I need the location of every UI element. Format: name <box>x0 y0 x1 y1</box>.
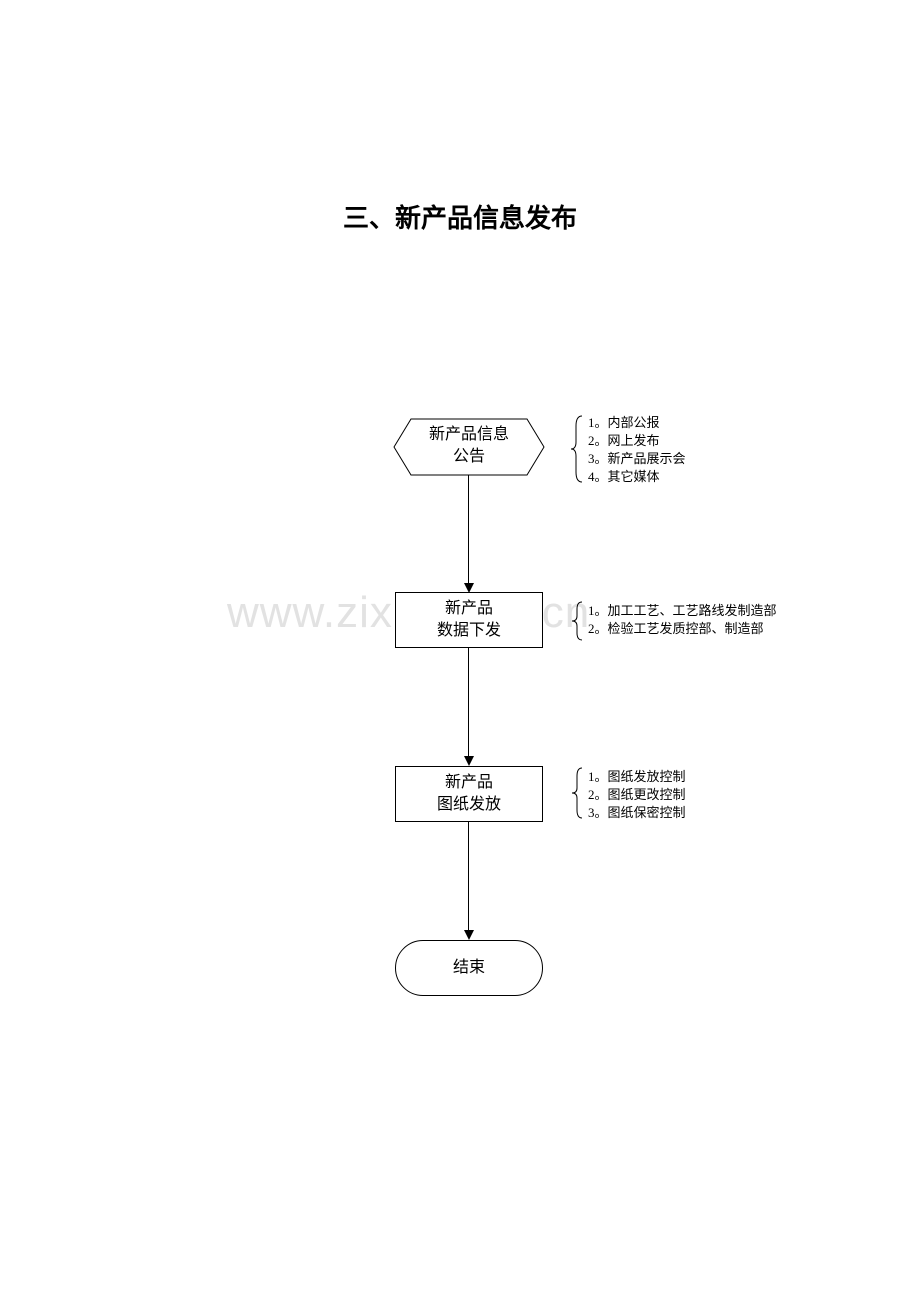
brace-2-icon <box>571 600 585 642</box>
connector-1-2 <box>468 475 469 583</box>
annotation-3: 1。图纸发放控制 2。图纸更改控制 3。图纸保密控制 <box>588 768 686 822</box>
node-drawing-issue: 新产品 图纸发放 <box>395 766 543 822</box>
brace-1-icon <box>570 414 586 484</box>
brace-3-icon <box>571 766 585 820</box>
arrow-2-3 <box>464 756 474 766</box>
arrow-3-4 <box>464 930 474 940</box>
annotation-1-item-2: 2。网上发布 <box>588 432 686 450</box>
annotation-1-item-4: 4。其它媒体 <box>588 468 686 486</box>
node-announcement-line1: 新产品信息 <box>429 424 509 446</box>
page-title: 三、新产品信息发布 <box>0 198 920 235</box>
annotation-2-item-1: 1。加工工艺、工艺路线发制造部 <box>588 602 777 620</box>
annotation-1-item-3: 3。新产品展示会 <box>588 450 686 468</box>
node-data-distribute: 新产品 数据下发 <box>395 592 543 648</box>
node-data-distribute-line1: 新产品 <box>445 598 493 620</box>
connector-3-4 <box>468 822 469 930</box>
annotation-1: 1。内部公报 2。网上发布 3。新产品展示会 4。其它媒体 <box>588 414 686 486</box>
flowchart-container: 新产品信息 公告 新产品 数据下发 新产品 图纸发放 结束 1。内部公报 2。网… <box>0 418 920 1098</box>
annotation-1-item-1: 1。内部公报 <box>588 414 686 432</box>
node-announcement-line2: 公告 <box>453 446 485 468</box>
node-announcement: 新产品信息 公告 <box>395 418 543 474</box>
connector-2-3 <box>468 648 469 756</box>
node-drawing-issue-line2: 图纸发放 <box>437 794 501 816</box>
node-end-label: 结束 <box>453 957 485 979</box>
node-end: 结束 <box>395 940 543 996</box>
annotation-3-item-2: 2。图纸更改控制 <box>588 786 686 804</box>
annotation-3-item-3: 3。图纸保密控制 <box>588 804 686 822</box>
node-drawing-issue-line1: 新产品 <box>445 772 493 794</box>
annotation-2: 1。加工工艺、工艺路线发制造部 2。检验工艺发质控部、制造部 <box>588 602 777 638</box>
node-data-distribute-line2: 数据下发 <box>437 620 501 642</box>
annotation-2-item-2: 2。检验工艺发质控部、制造部 <box>588 620 777 638</box>
annotation-3-item-1: 1。图纸发放控制 <box>588 768 686 786</box>
